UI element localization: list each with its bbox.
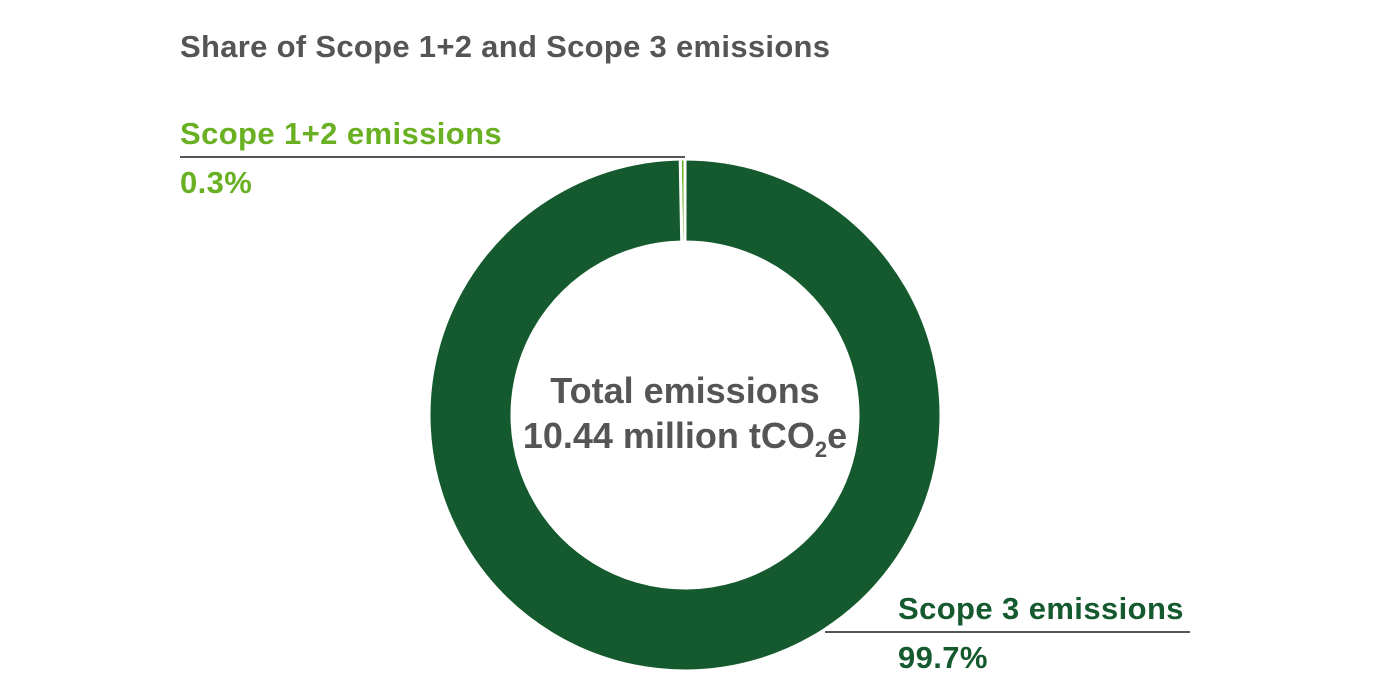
donut-slice-scope-3 xyxy=(427,157,943,673)
center-label-line1: Total emissions xyxy=(550,370,819,411)
center-label-line2: 10.44 million tCO2e xyxy=(523,415,847,462)
center-unit-suffix: e xyxy=(827,415,847,456)
slice-value-scope-3: 99.7% xyxy=(898,640,988,675)
donut-slices xyxy=(427,157,943,673)
slice-label-scope-3: Scope 3 emissions xyxy=(898,591,1184,626)
chart-title: Share of Scope 1+2 and Scope 3 emissions xyxy=(180,29,830,64)
slice-value-scope-1-2: 0.3% xyxy=(180,165,252,200)
slice-label-scope-1-2: Scope 1+2 emissions xyxy=(180,116,502,151)
co2-subscript: 2 xyxy=(815,437,827,462)
center-total-value: 10.44 million tCO xyxy=(523,415,815,456)
